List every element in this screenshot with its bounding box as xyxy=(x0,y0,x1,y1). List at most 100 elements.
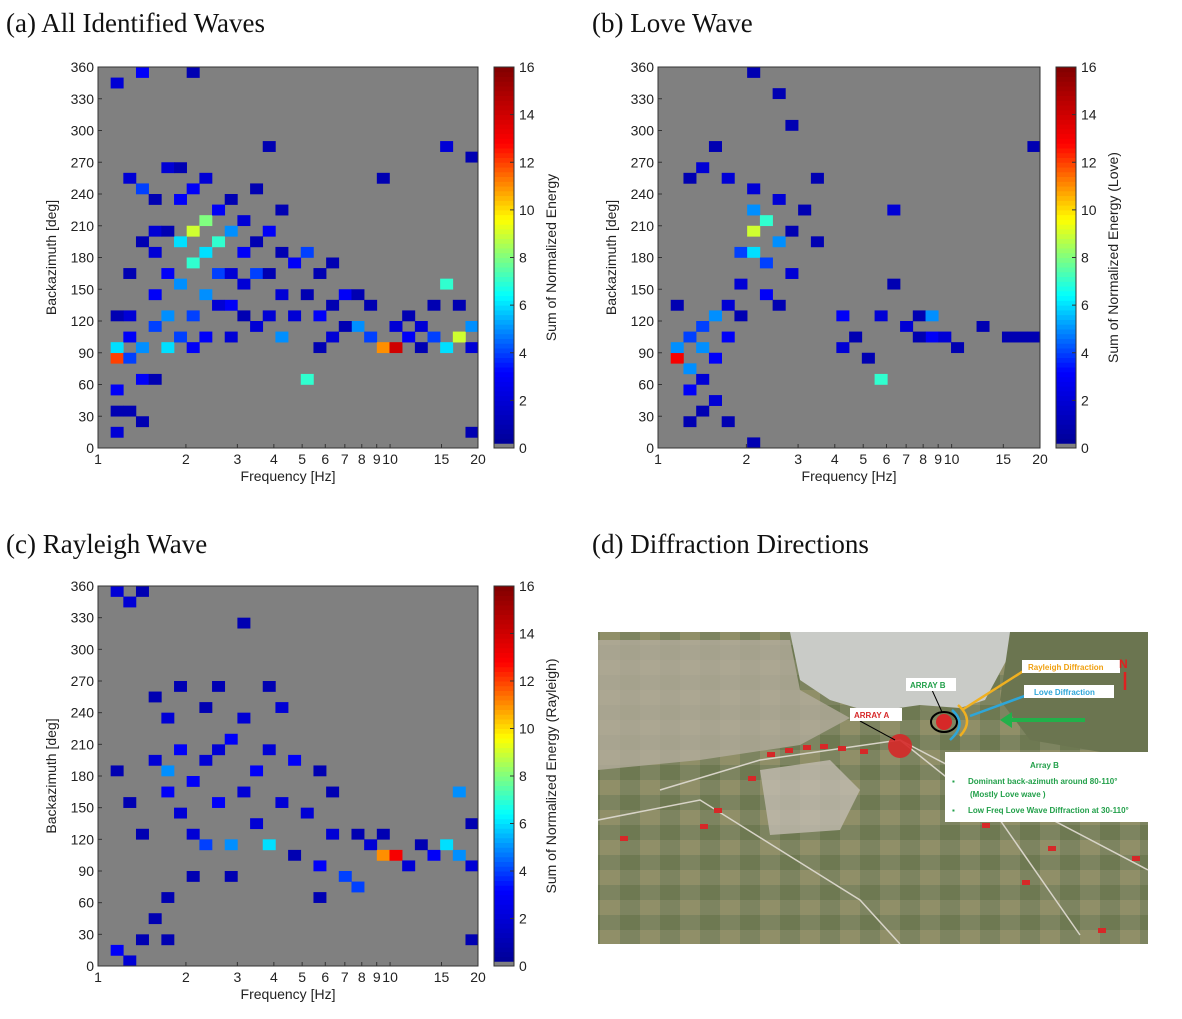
colorbar-step xyxy=(494,847,514,853)
y-tick-label: 180 xyxy=(71,250,95,266)
colorbar-tick-label: 10 xyxy=(519,202,535,218)
heat-cell xyxy=(912,310,926,322)
colorbar-step xyxy=(494,167,514,173)
heat-cell xyxy=(275,331,289,343)
x-tick-label: 20 xyxy=(1032,451,1048,467)
colorbar-step xyxy=(494,932,514,938)
colorbar-step xyxy=(1056,243,1076,249)
heat-cell xyxy=(313,892,327,903)
heat-cell xyxy=(224,839,238,851)
colorbar-step xyxy=(1056,124,1076,130)
colorbar-tick-label: 14 xyxy=(1081,107,1097,123)
x-tick-label: 8 xyxy=(919,451,927,467)
colorbar-step xyxy=(1056,395,1076,401)
heat-cell xyxy=(110,765,124,777)
colorbar-tick-label: 0 xyxy=(1081,440,1089,456)
colorbar-step xyxy=(494,438,514,444)
y-tick-label: 30 xyxy=(638,408,654,424)
colorbar-step xyxy=(494,238,514,244)
heat-cell xyxy=(670,342,684,354)
colorbar-step xyxy=(494,228,514,235)
heat-cell xyxy=(696,162,710,174)
y-tick-label: 60 xyxy=(78,377,94,393)
colorbar-step xyxy=(1056,367,1076,373)
map-label: ARRAY B xyxy=(910,681,946,690)
north-label: N xyxy=(1119,657,1128,671)
heat-cell xyxy=(237,278,251,290)
colorbar-step xyxy=(494,885,514,891)
panel-title: (d) Diffraction Directions xyxy=(592,529,869,559)
x-tick-label: 3 xyxy=(233,451,241,467)
colorbar-step xyxy=(1056,295,1076,301)
colorbar-step xyxy=(1056,428,1076,435)
heat-cell xyxy=(427,849,441,861)
colorbar-step xyxy=(494,961,514,967)
colorbar-step xyxy=(1056,338,1076,344)
heat-cell xyxy=(135,236,149,248)
colorbar-tick-label: 16 xyxy=(1081,59,1097,75)
label-box xyxy=(1024,685,1114,698)
colorbar-step xyxy=(1056,300,1076,306)
heat-cell xyxy=(110,310,124,322)
colorbar-step xyxy=(494,752,514,758)
colorbar-step xyxy=(1056,290,1076,297)
colorbar-step xyxy=(494,157,514,163)
heat-cell xyxy=(683,331,697,343)
colorbar-step xyxy=(494,119,514,125)
heat-cell xyxy=(186,776,200,787)
heat-cell xyxy=(237,712,251,724)
colorbar-step xyxy=(494,776,514,782)
colorbar-step xyxy=(494,586,514,592)
colorbar-step xyxy=(494,128,514,135)
y-tick-label: 240 xyxy=(71,186,95,202)
colorbar-step xyxy=(494,861,514,867)
y-tick-label: 0 xyxy=(86,440,94,456)
heat-cell xyxy=(708,352,723,364)
x-tick-label: 1 xyxy=(94,451,102,467)
y-tick-label: 60 xyxy=(78,895,94,911)
colorbar-step xyxy=(494,190,514,197)
y-tick-label: 330 xyxy=(631,91,655,107)
heat-cell xyxy=(250,236,264,248)
colorbar-step xyxy=(1056,157,1076,163)
heat-cell xyxy=(414,321,428,332)
y-axis-label: Backazimuth [deg] xyxy=(43,718,59,833)
x-tick-label: 5 xyxy=(298,969,306,985)
heat-cell xyxy=(275,289,289,301)
colorbar-step xyxy=(494,818,514,824)
heat-cell xyxy=(135,342,149,354)
colorbar-step xyxy=(1056,309,1076,316)
heat-cell xyxy=(174,807,187,819)
heat-cell xyxy=(313,268,327,279)
colorbar-step xyxy=(494,252,514,258)
heat-cell xyxy=(199,702,213,713)
colorbar-step xyxy=(494,395,514,401)
colorbar-step xyxy=(1056,100,1076,106)
heat-cell xyxy=(938,331,952,343)
heat-cell xyxy=(887,278,901,290)
colorbar-step xyxy=(494,909,514,915)
heat-cell xyxy=(262,225,276,237)
colorbar-step xyxy=(1056,424,1076,430)
heat-cell xyxy=(759,215,773,227)
colorbar-step xyxy=(494,652,514,658)
colorbar-step xyxy=(1056,119,1076,125)
heat-cell xyxy=(123,172,137,184)
heat-cell xyxy=(836,310,850,322)
heat-cell xyxy=(123,310,137,322)
colorbar-step xyxy=(494,433,514,439)
colorbar-step xyxy=(1056,128,1076,135)
panel-title: (a) All Identified Waves xyxy=(6,8,265,38)
heat-cell xyxy=(376,342,390,354)
label-box xyxy=(850,708,902,721)
heat-cell xyxy=(135,934,149,946)
colorbar-step xyxy=(494,162,514,168)
colorbar-step xyxy=(1056,352,1076,359)
colorbar-step xyxy=(494,324,514,330)
y-tick-label: 90 xyxy=(78,345,94,361)
x-tick-label: 2 xyxy=(742,451,750,467)
y-tick-label: 0 xyxy=(86,958,94,974)
heat-cell xyxy=(224,268,238,279)
heat-cell xyxy=(186,828,200,840)
label-box xyxy=(1022,660,1120,673)
